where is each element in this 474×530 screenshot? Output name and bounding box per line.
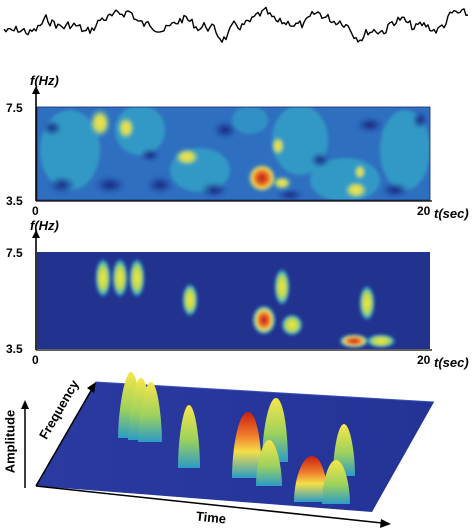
spectrogram-x-axis-label: t(sec) bbox=[434, 206, 469, 221]
spectrogram-y-axis-label: f(Hz) bbox=[30, 73, 59, 88]
model-y-tick-bottom: 3.5 bbox=[6, 342, 23, 356]
time-axis bbox=[35, 485, 383, 524]
frequency-arrow bbox=[87, 382, 96, 393]
spectrogram-y-tick-bottom: 3.5 bbox=[6, 194, 23, 208]
amplitude-arrow bbox=[21, 400, 29, 409]
time-arrow bbox=[380, 519, 391, 528]
model-atoms bbox=[95, 258, 396, 348]
spectrogram-image bbox=[37, 107, 430, 200]
eeg-trace-panel bbox=[3, 6, 469, 43]
eeg-waveform bbox=[3, 6, 469, 43]
time-label: Time bbox=[195, 508, 227, 527]
amplitude-3d-panel bbox=[21, 372, 435, 528]
frequency-axis bbox=[35, 388, 93, 487]
spectrogram-y-tick-top: 7.5 bbox=[6, 101, 23, 115]
model-y-arrow bbox=[32, 230, 40, 238]
amplitude-label: Amplitude bbox=[2, 409, 18, 474]
spectrogram-panel bbox=[32, 86, 432, 202]
spectrogram-y-arrow bbox=[32, 86, 40, 94]
atom-model-panel bbox=[32, 230, 432, 351]
model-x-axis-label: t(sec) bbox=[434, 355, 469, 370]
model-x-tick-left: 0 bbox=[32, 353, 39, 367]
model-y-tick-top: 7.5 bbox=[6, 246, 23, 260]
model-x-tick-right: 20 bbox=[417, 353, 431, 367]
amplitude-peaks bbox=[118, 372, 355, 504]
spectrogram-x-tick-left: 0 bbox=[32, 204, 39, 218]
model-y-axis-label: f(Hz) bbox=[30, 218, 59, 233]
spectrogram-x-tick-right: 20 bbox=[417, 204, 431, 218]
